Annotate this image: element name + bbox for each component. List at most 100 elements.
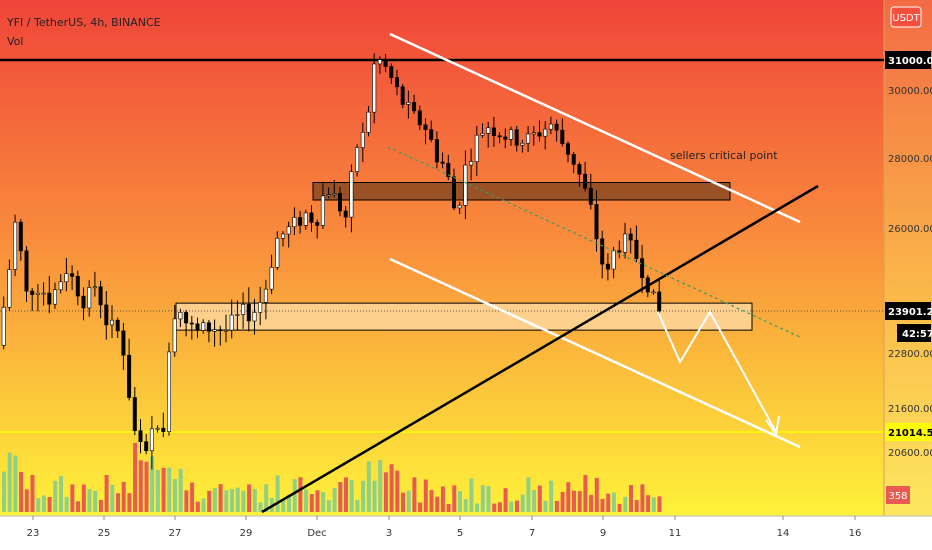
volume-bar bbox=[287, 494, 291, 512]
volume-bar bbox=[235, 487, 240, 512]
currency-button-box[interactable] bbox=[890, 6, 922, 28]
volume-bar bbox=[252, 488, 257, 512]
price-tick-label: 21014.57 bbox=[888, 428, 932, 439]
volume-bar bbox=[640, 484, 645, 512]
candle-up bbox=[1, 306, 6, 346]
candle-up bbox=[292, 217, 297, 228]
volume-bar bbox=[480, 485, 485, 512]
candle-up bbox=[326, 194, 331, 197]
candle-up bbox=[212, 329, 217, 332]
volume-bar bbox=[184, 490, 189, 512]
volume-bar bbox=[492, 503, 497, 512]
volume-bar bbox=[566, 482, 571, 512]
candle-down bbox=[617, 250, 622, 253]
candle-down bbox=[446, 163, 451, 178]
volume-bar bbox=[76, 501, 81, 512]
candle-down bbox=[394, 77, 399, 88]
candle-up bbox=[167, 351, 172, 432]
volume-bar bbox=[520, 494, 525, 512]
candle-down bbox=[315, 222, 320, 226]
candle-up bbox=[241, 303, 246, 315]
volume-bar bbox=[594, 477, 599, 512]
candle-down bbox=[218, 329, 223, 331]
volume-bar bbox=[629, 484, 633, 512]
volume-bar bbox=[623, 496, 628, 512]
candle-up bbox=[457, 205, 462, 209]
volume-bar bbox=[104, 474, 109, 512]
candle-down bbox=[514, 129, 519, 146]
volume-bar bbox=[503, 488, 508, 512]
volume-bar bbox=[486, 486, 491, 512]
candle-down bbox=[383, 59, 388, 67]
candle-up bbox=[58, 281, 63, 291]
volume-bar bbox=[361, 480, 366, 512]
candle-down bbox=[400, 86, 405, 105]
volume-bar bbox=[127, 493, 132, 512]
candle-down bbox=[423, 124, 428, 130]
projection-path bbox=[657, 309, 777, 433]
volume-bar bbox=[497, 502, 502, 512]
candle-up bbox=[531, 132, 536, 135]
volume-last-value: 358 bbox=[888, 491, 907, 502]
price-axis-labels: 31000.00 30000.00 28000.00 26000.00 23901.22… bbox=[885, 51, 932, 459]
volume-last-box bbox=[886, 486, 910, 504]
volume-bar bbox=[150, 456, 155, 512]
candle-up bbox=[486, 127, 491, 134]
price-badge bbox=[885, 51, 931, 69]
candle-down bbox=[75, 275, 80, 297]
volume-bar bbox=[155, 469, 160, 512]
candle-up bbox=[463, 164, 468, 206]
candle-down bbox=[337, 193, 342, 212]
volume-bar bbox=[326, 500, 331, 512]
volume-label: Vol bbox=[7, 35, 23, 48]
candle-down bbox=[560, 129, 565, 144]
candle-up bbox=[480, 133, 485, 136]
candle-up bbox=[377, 59, 382, 65]
volume-bar bbox=[469, 478, 474, 512]
volume-bar bbox=[526, 477, 531, 512]
volume-bar bbox=[13, 455, 18, 512]
volume-bars bbox=[2, 442, 662, 512]
volume-bar bbox=[418, 502, 423, 512]
candle-up bbox=[474, 134, 479, 162]
candle-down bbox=[412, 102, 417, 112]
volume-bar bbox=[70, 484, 75, 512]
symbol-title: YFI / TetherUS, 4h, BINANCE bbox=[6, 16, 161, 29]
candle-down bbox=[600, 238, 605, 265]
volume-bar bbox=[7, 452, 12, 512]
volume-bar bbox=[298, 477, 303, 512]
candle-down bbox=[18, 221, 23, 252]
time-axis-background bbox=[0, 516, 932, 550]
candle-down bbox=[417, 110, 422, 126]
volume-bar bbox=[315, 490, 320, 512]
volume-bar bbox=[532, 490, 537, 512]
candle-down bbox=[588, 187, 593, 205]
currency-button-label[interactable]: USDT bbox=[892, 13, 920, 24]
candle-down bbox=[594, 204, 599, 240]
candle-up bbox=[469, 161, 474, 166]
currency-button[interactable]: USDT bbox=[890, 6, 922, 28]
candle-up bbox=[52, 289, 57, 305]
volume-bar bbox=[53, 480, 58, 512]
volume-bar bbox=[178, 468, 183, 512]
candle-up bbox=[372, 63, 377, 113]
candle-down bbox=[98, 286, 103, 306]
volume-bar bbox=[30, 474, 35, 512]
candle-down bbox=[30, 290, 35, 295]
candle-down bbox=[144, 441, 149, 452]
volume-bar bbox=[589, 494, 594, 512]
volume-bar bbox=[634, 499, 639, 512]
candle-up bbox=[548, 123, 553, 130]
volume-bar bbox=[509, 501, 514, 512]
price-tick-label: 22800.00 bbox=[888, 349, 932, 360]
time-tick-label: 16 bbox=[849, 528, 862, 539]
candle-up bbox=[110, 319, 115, 326]
candle-up bbox=[349, 171, 354, 218]
volume-bar bbox=[47, 497, 52, 512]
volume-bar bbox=[600, 498, 605, 512]
volume-bar bbox=[264, 484, 269, 512]
candle-down bbox=[657, 291, 662, 312]
candle-down bbox=[121, 330, 126, 356]
annotation-sellers-critical-point: sellers critical point bbox=[670, 149, 778, 162]
